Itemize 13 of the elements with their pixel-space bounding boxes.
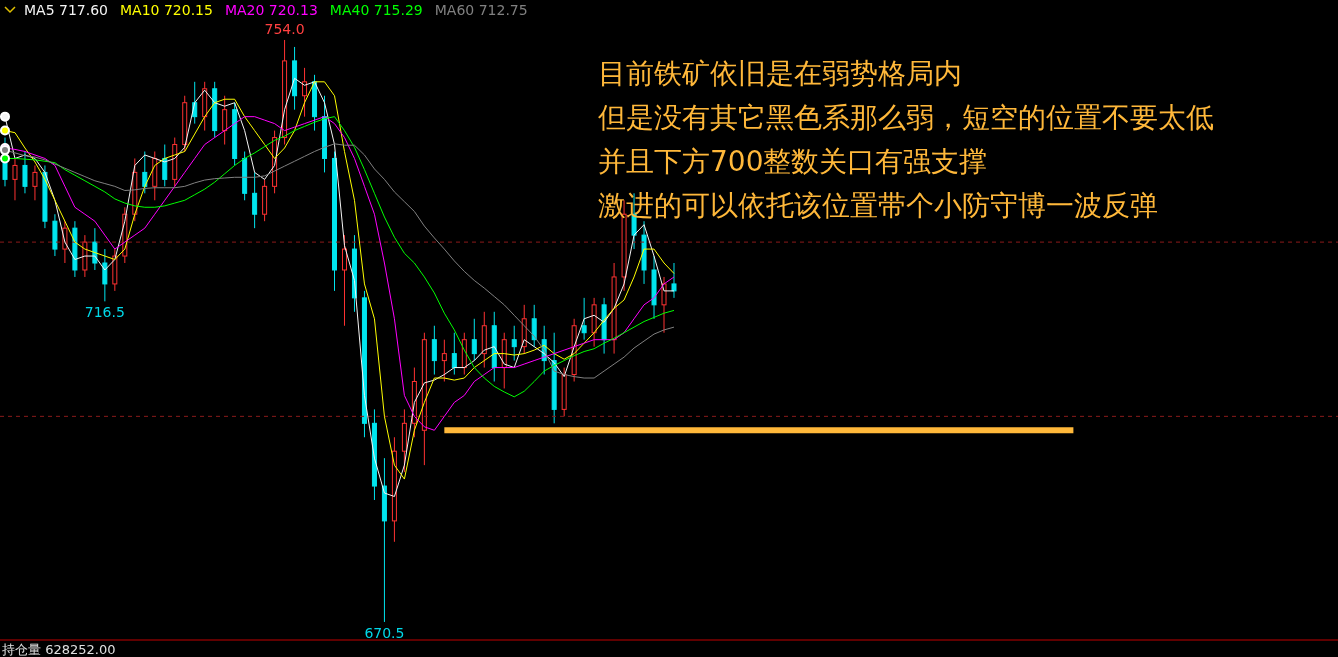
- annotation: 670.5: [364, 624, 405, 641]
- text: MA5 717.60: [24, 2, 108, 18]
- text: MA40 715.29: [329, 2, 423, 18]
- annotation: 754.0: [264, 20, 305, 37]
- annotation: 激进的可以依托该位置带个小防守博一波反弹: [598, 188, 1159, 224]
- annotation: 但是没有其它黑色系那么弱，短空的位置不要太低: [598, 100, 1214, 136]
- text: MA20 720.13: [224, 2, 318, 18]
- text: MA60 712.75: [434, 2, 528, 18]
- annotation: 目前铁矿依旧是在弱势格局内: [598, 56, 963, 92]
- text: 持仓量 628252.00: [2, 641, 116, 657]
- annotation: 并且下方700整数关口有强支撑: [598, 144, 989, 180]
- text: MA10 720.15: [120, 2, 213, 18]
- annotation: 716.5: [84, 304, 125, 321]
